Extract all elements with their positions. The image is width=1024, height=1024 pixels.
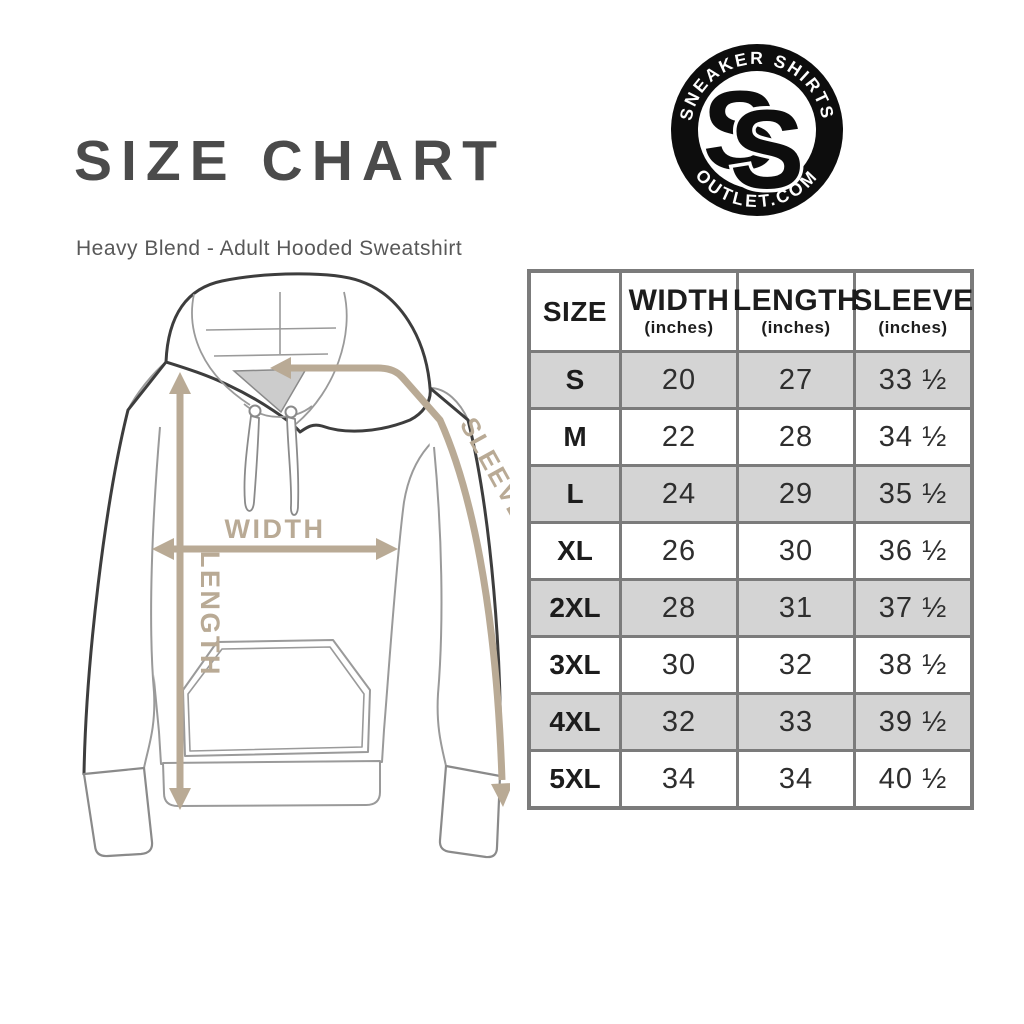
waistband	[162, 760, 381, 807]
hood-seam-upper	[205, 327, 337, 331]
row-xl-length: 30	[739, 524, 853, 578]
left-armhole-seam	[143, 426, 161, 769]
col-header-size-label: SIZE	[542, 295, 608, 327]
sleeve-arrow-head-end	[491, 783, 510, 807]
row-xl-width: 26	[622, 524, 736, 578]
row-m-sleeve: 34 ½	[856, 410, 970, 464]
col-header-length-sub: (inches)	[761, 317, 831, 337]
col-header-size: SIZE	[531, 273, 619, 350]
col-header-width-sub: (inches)	[644, 317, 714, 337]
row-m-length: 28	[739, 410, 853, 464]
row-m-width: 22	[622, 410, 736, 464]
row-5xl-sleeve: 40 ½	[856, 752, 970, 806]
row-l-width: 24	[622, 467, 736, 521]
col-header-width: WIDTH (inches)	[622, 273, 736, 350]
left-sleeve-outline	[82, 360, 168, 776]
row-4xl-length: 33	[739, 695, 853, 749]
width-label: WIDTH	[225, 514, 326, 544]
hood	[164, 272, 432, 434]
row-xl-sleeve: 36 ½	[856, 524, 970, 578]
left-drawstring	[243, 414, 260, 512]
row-5xl-size: 5XL	[531, 752, 619, 806]
page-title: SIZE CHART	[74, 129, 506, 193]
col-header-width-label: WIDTH	[628, 283, 730, 317]
row-s-sleeve: 33 ½	[856, 353, 970, 407]
hood-opening-right	[295, 291, 348, 425]
left-sleeve	[84, 362, 166, 774]
row-4xl-width: 32	[622, 695, 736, 749]
row-2xl-sleeve: 37 ½	[856, 581, 970, 635]
row-4xl-size: 4XL	[531, 695, 619, 749]
brand-logo: SNEAKER SHIRTS OUTLET.COM S S	[671, 44, 843, 216]
length-arrow-head-top	[169, 372, 191, 394]
right-armhole-seam	[433, 446, 447, 767]
row-2xl-length: 31	[739, 581, 853, 635]
row-3xl-sleeve: 38 ½	[856, 638, 970, 692]
left-cuff	[82, 766, 154, 858]
width-arrow-head-right	[376, 538, 398, 560]
length-arrow-head-bottom	[169, 788, 191, 810]
right-cuff	[438, 764, 502, 859]
hoodie-diagram: WIDTH LENGTH SLEEVE	[82, 272, 510, 859]
logo-monogram-s-back: S	[703, 68, 778, 193]
row-2xl-size: 2XL	[531, 581, 619, 635]
sleeve-arrow-line	[284, 364, 506, 781]
right-drawstring	[286, 415, 300, 516]
row-5xl-length: 34	[739, 752, 853, 806]
kangaroo-pocket-stitch	[187, 646, 365, 752]
row-3xl-size: 3XL	[531, 638, 619, 692]
hood-opening-left	[191, 293, 251, 406]
row-s-length: 27	[739, 353, 853, 407]
sleeve-arrow-head-start	[270, 357, 291, 379]
neck-triangle	[232, 368, 308, 414]
right-eyelet	[284, 405, 298, 419]
row-5xl-width: 34	[622, 752, 736, 806]
col-header-length-label: LENGTH	[732, 283, 860, 317]
row-m-size: M	[531, 410, 619, 464]
left-eyelet	[248, 404, 262, 418]
row-s-width: 20	[622, 353, 736, 407]
row-l-size: L	[531, 467, 619, 521]
page-subtitle: Heavy Blend - Adult Hooded Sweatshirt	[76, 237, 463, 260]
row-3xl-width: 30	[622, 638, 736, 692]
measurement-arrows	[152, 357, 510, 810]
row-2xl-width: 28	[622, 581, 736, 635]
size-table: SIZE WIDTH (inches) LENGTH (inches) SLEE…	[527, 269, 974, 810]
row-xl-size: XL	[531, 524, 619, 578]
col-header-sleeve-sub: (inches)	[878, 317, 948, 337]
right-sleeve	[429, 388, 501, 776]
row-l-sleeve: 35 ½	[856, 467, 970, 521]
row-3xl-length: 32	[739, 638, 853, 692]
row-s-size: S	[531, 353, 619, 407]
col-header-length: LENGTH (inches)	[733, 273, 859, 350]
logo-monogram-s-front: S	[730, 87, 805, 212]
row-4xl-sleeve: 39 ½	[856, 695, 970, 749]
logo-inner-disc	[698, 71, 816, 189]
col-header-sleeve-label: SLEEVE	[852, 283, 974, 317]
hood-seam-lower	[213, 353, 329, 357]
row-l-length: 29	[739, 467, 853, 521]
col-header-sleeve: SLEEVE (inches)	[852, 273, 973, 350]
length-label: LENGTH	[195, 551, 225, 677]
width-arrow-head-left	[152, 538, 174, 560]
